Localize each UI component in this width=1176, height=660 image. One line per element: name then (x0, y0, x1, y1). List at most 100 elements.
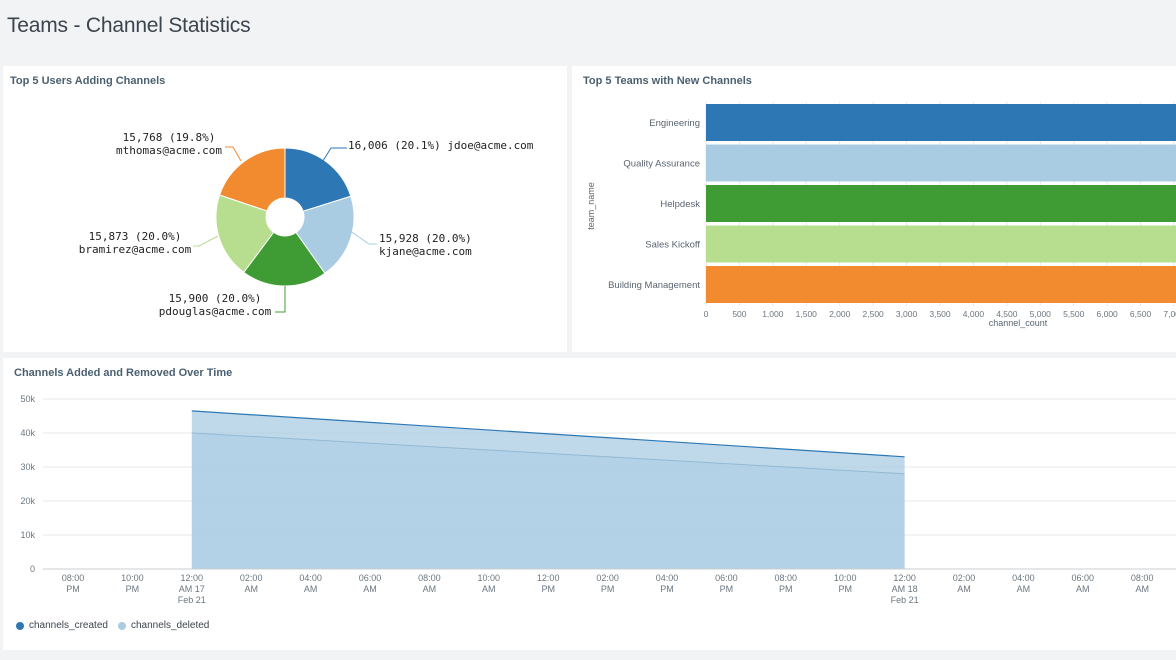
pie-label-name: bramirez@acme.com (79, 243, 192, 256)
pie-label-name: kjane@acme.com (379, 245, 472, 258)
area-x-tick-label: 08:00 (775, 573, 798, 583)
bar-chart-panel: Top 5 Teams with New Channels 0 500 1,000 1… (572, 66, 1176, 352)
area-x-tick-label: 10:00 (834, 573, 857, 583)
pie-label-value: 15,768 (19.8%) (123, 131, 216, 144)
area-x-tick-label: AM (363, 584, 377, 594)
area-x-tick-label: AM (244, 584, 258, 594)
area-x-tick-label: 02:00 (596, 573, 619, 583)
bar-x-tick-label: 5,500 (1063, 309, 1085, 319)
area-chart-title: Channels Added and Removed Over Time (14, 367, 233, 379)
bar-category-label: Helpdesk (660, 199, 700, 210)
area-x-tick-label: 06:00 (1072, 573, 1095, 583)
area-x-tick-label: Feb 21 (178, 595, 206, 605)
area-x-tick-label: 04:00 (656, 573, 679, 583)
bar-x-tick-label: 3,500 (929, 309, 951, 319)
area-x-tick-label: 06:00 (359, 573, 382, 583)
legend-dot-icon (16, 621, 24, 630)
area-series-line (191, 432, 905, 475)
pie-chart-panel: Top 5 Users Adding Channels 16,006 (20.1… (3, 66, 567, 352)
bar (706, 225, 1176, 263)
area-series-line (191, 410, 905, 458)
bar-x-tick-label: 2,000 (829, 309, 851, 319)
bar (706, 266, 1176, 303)
pie-chart: 16,006 (20.1%) jdoe@acme.com 15,928 (20.0… (79, 131, 534, 318)
bar-x-tick-label: 4,500 (996, 309, 1018, 319)
pie-slice (284, 147, 352, 212)
bar (706, 185, 1176, 222)
bar-x-tick-label: 500 (732, 309, 746, 319)
area-x-tick-label: PM (126, 584, 140, 594)
bar-x-tick-label: 6,000 (1097, 309, 1119, 319)
pie-leader-line (225, 146, 242, 162)
bar-category-label: Quality Assurance (623, 159, 700, 170)
area-x-tick-label: 08:00 (418, 573, 441, 583)
area-x-tick-label: 10:00 (478, 573, 501, 583)
legend-item-channels-deleted[interactable]: channels_deleted (117, 620, 210, 631)
pie-label-value: 15,873 (20.0%) (89, 230, 182, 243)
area-y-tick-label: 20k (20, 496, 35, 506)
area-x-tick-label: 10:00 (121, 573, 144, 583)
legend-item-channels-created[interactable]: channels_created (16, 620, 108, 631)
pie-label-name: pdouglas@acme.com (159, 305, 272, 318)
pie-label-value: 15,928 (20.0%) (379, 232, 472, 245)
area-x-tick-label: AM (1135, 584, 1149, 594)
area-x-tick-label: 08:00 (62, 573, 85, 583)
bar-category-label: Building Management (608, 280, 700, 291)
bar-x-tick-label: 1,000 (762, 309, 784, 319)
area-x-tick-label: 02:00 (240, 573, 263, 583)
pie-slice (218, 147, 286, 212)
area-series-fill (191, 433, 905, 569)
area-x-tick-label: 06:00 (715, 573, 738, 583)
area-x-tick-label: AM (1076, 584, 1090, 594)
bar-category-label: Sales Kickoff (645, 240, 700, 251)
bar (706, 104, 1176, 141)
bar-x-tick-label: 2,500 (863, 309, 885, 319)
area-x-tick-label: AM 18 (892, 584, 918, 594)
area-y-tick-label: 30k (20, 462, 35, 472)
pie-leader-line (275, 286, 286, 313)
area-x-tick-label: PM (66, 584, 80, 594)
bar-y-axis-label: team_name (586, 182, 596, 230)
area-x-tick-label: AM (482, 584, 496, 594)
bar-chart-title: Top 5 Teams with New Channels (583, 75, 752, 87)
area-x-tick-label: 08:00 (1131, 573, 1154, 583)
area-y-tick-label: 50k (20, 394, 35, 404)
area-y-tick-label: 10k (20, 530, 35, 540)
area-x-tick-label: PM (838, 584, 852, 594)
pie-label-value: 15,900 (20.0%) (169, 292, 262, 305)
area-x-tick-label: AM 17 (179, 584, 205, 594)
legend-dot-icon (117, 621, 126, 630)
pie-leader-line (193, 235, 219, 247)
bar-x-tick-label: 3,000 (896, 309, 918, 319)
page-title: Teams - Channel Statistics (7, 14, 251, 37)
area-x-tick-label: PM (601, 584, 615, 594)
bar-x-tick-label: 5,000 (1030, 309, 1052, 319)
legend-label: channels_created (29, 620, 108, 631)
pie-leader-line (320, 147, 347, 165)
bar-category-label: Engineering (649, 118, 700, 129)
bar (706, 144, 1176, 182)
area-x-tick-label: AM (423, 584, 437, 594)
bar-x-tick-label: 6,500 (1130, 309, 1152, 319)
area-x-tick-label: AM (957, 584, 971, 594)
area-x-tick-label: 02:00 (953, 573, 976, 583)
area-x-tick-label: PM (541, 584, 555, 594)
bar-x-tick-label: 7,000 (1163, 309, 1176, 319)
area-x-tick-label: PM (660, 584, 674, 594)
pie-slice (215, 194, 275, 274)
legend-label: channels_deleted (130, 620, 210, 631)
area-x-tick-label: AM (1017, 584, 1031, 594)
bar-x-tick-label: 4,000 (963, 309, 985, 319)
area-x-tick-label: PM (720, 584, 734, 594)
bar-x-tick-label: 1,500 (796, 309, 818, 319)
area-y-tick-label: 0 (30, 564, 35, 574)
pie-leader-line (342, 225, 377, 245)
area-x-tick-label: 04:00 (299, 573, 322, 583)
pie-chart-title: Top 5 Users Adding Channels (10, 75, 166, 87)
area-x-tick-label: AM (304, 584, 318, 594)
area-x-tick-label: 12:00 (537, 573, 560, 583)
area-x-tick-label: 12:00 (181, 573, 204, 583)
area-x-tick-label: 12:00 (893, 573, 916, 583)
area-x-tick-label: Feb 21 (891, 595, 919, 605)
